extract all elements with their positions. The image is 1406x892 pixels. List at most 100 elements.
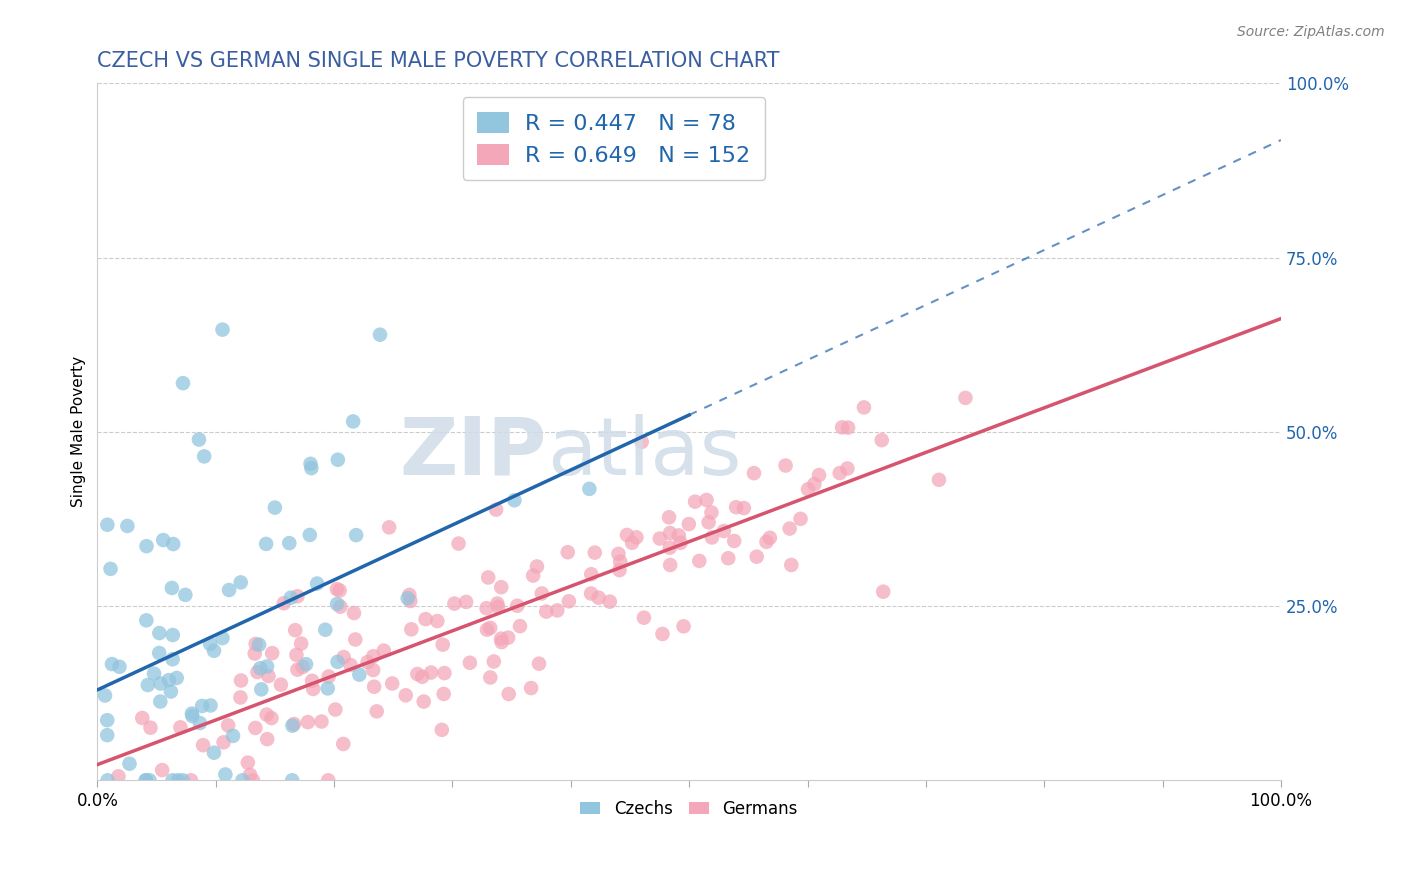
Point [378, 520, 401, 534]
Point [135, 773, 157, 788]
Point [713, 524, 735, 538]
Text: Source: ZipAtlas.com: Source: ZipAtlas.com [1237, 25, 1385, 39]
Point [837, 420, 859, 434]
Point [489, 632, 512, 646]
Point [138, 773, 160, 788]
Point [157, 673, 180, 687]
Point [191, 738, 214, 752]
Point [342, 414, 364, 428]
Point [193, 450, 215, 464]
Point [578, 482, 600, 496]
Point [246, 665, 269, 679]
Point [260, 711, 283, 725]
Point [779, 522, 801, 536]
Point [755, 534, 778, 549]
Point [239, 768, 262, 782]
Point [479, 621, 502, 635]
Point [477, 570, 499, 584]
Point [401, 623, 423, 637]
Point [458, 656, 481, 670]
Text: CZECH VS GERMAN SINGLE MALE POVERTY CORRELATION CHART: CZECH VS GERMAN SINGLE MALE POVERTY CORR… [97, 51, 780, 70]
Point [659, 526, 682, 541]
Point [527, 657, 550, 671]
Point [149, 694, 172, 708]
Point [136, 678, 159, 692]
Point [557, 545, 579, 559]
Point [626, 530, 648, 544]
Point [395, 688, 418, 702]
Point [588, 591, 610, 605]
Point [797, 483, 820, 497]
Point [668, 528, 690, 542]
Point [329, 583, 352, 598]
Point [651, 627, 673, 641]
Point [332, 737, 354, 751]
Point [420, 665, 443, 680]
Point [955, 391, 977, 405]
Point [174, 588, 197, 602]
Point [558, 594, 581, 608]
Point [229, 673, 252, 688]
Point [475, 601, 498, 615]
Point [498, 687, 520, 701]
Point [188, 433, 211, 447]
Point [433, 666, 456, 681]
Point [332, 650, 354, 665]
Point [131, 711, 153, 725]
Point [118, 756, 141, 771]
Point [218, 582, 240, 597]
Point [202, 746, 225, 760]
Point [491, 635, 513, 649]
Point [287, 589, 309, 603]
Point [200, 698, 222, 713]
Point [491, 580, 513, 594]
Point [101, 657, 124, 671]
Point [759, 531, 782, 545]
Point [426, 614, 449, 628]
Point [530, 586, 553, 600]
Point [247, 638, 270, 652]
Point [522, 568, 544, 582]
Point [307, 576, 329, 591]
Point [509, 619, 531, 633]
Point [135, 613, 157, 627]
Point [609, 563, 631, 577]
Point [143, 666, 166, 681]
Point [281, 773, 304, 788]
Point [406, 667, 429, 681]
Point [256, 659, 278, 673]
Point [231, 773, 253, 788]
Point [326, 452, 349, 467]
Point [447, 536, 470, 550]
Point [398, 588, 420, 602]
Point [344, 632, 367, 647]
Point [191, 698, 214, 713]
Point [188, 716, 211, 731]
Point [302, 681, 325, 696]
Text: atlas: atlas [547, 414, 741, 491]
Point [295, 657, 318, 672]
Point [229, 575, 252, 590]
Point [198, 637, 221, 651]
Point [280, 591, 302, 605]
Point [326, 655, 349, 669]
Point [616, 528, 638, 542]
Point [297, 715, 319, 730]
Point [688, 554, 710, 568]
Point [149, 676, 172, 690]
Point [496, 631, 519, 645]
Point [283, 717, 305, 731]
Point [314, 623, 336, 637]
Point [526, 559, 548, 574]
Point [263, 500, 285, 515]
Point [214, 767, 236, 781]
Point [872, 584, 894, 599]
Point [96, 728, 118, 742]
Point [325, 702, 347, 716]
Point [579, 567, 602, 582]
Point [298, 528, 321, 542]
Point [270, 678, 292, 692]
Point [180, 773, 202, 788]
Point [316, 681, 339, 696]
Point [148, 626, 170, 640]
